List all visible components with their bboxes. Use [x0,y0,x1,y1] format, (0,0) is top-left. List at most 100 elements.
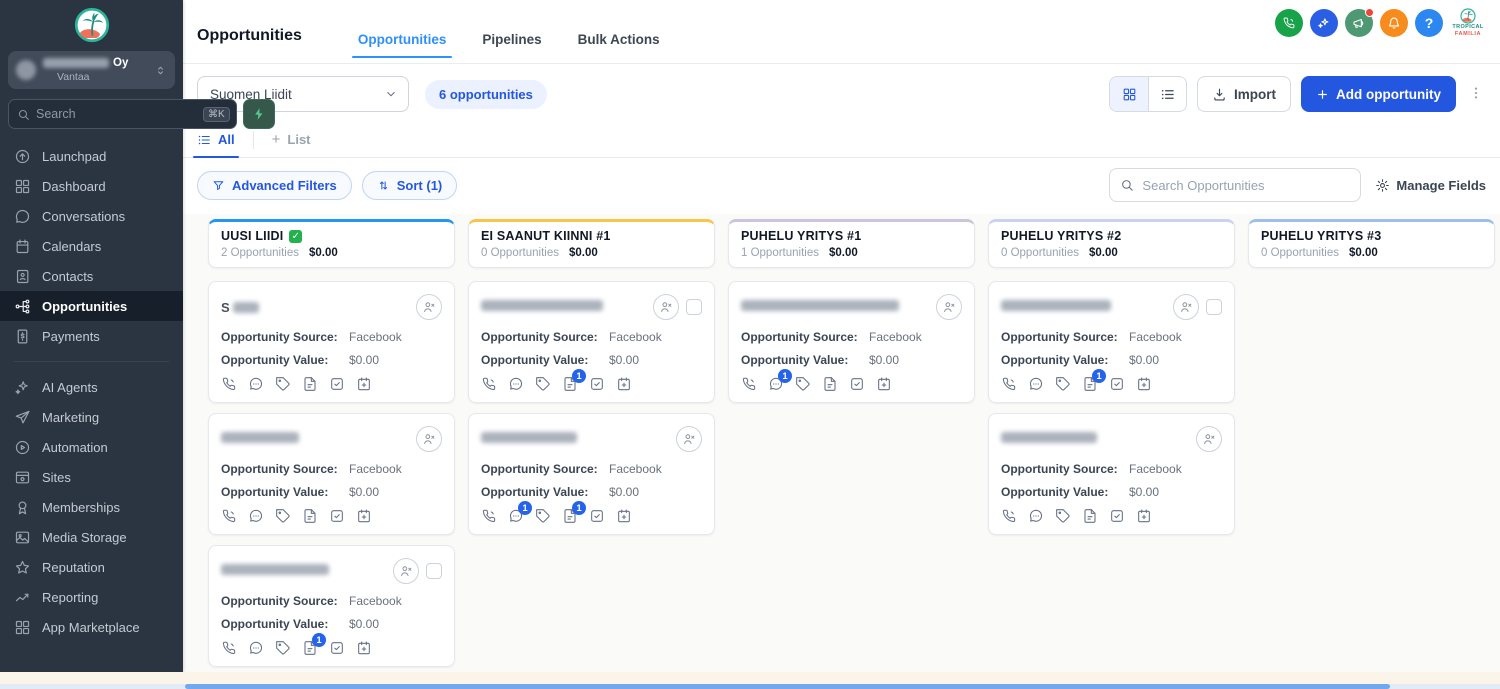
sidebar-item-conversations[interactable]: Conversations [0,201,183,231]
tag-icon[interactable] [1055,508,1071,524]
notes-icon[interactable]: 1 [562,508,578,524]
tag-icon[interactable] [1055,376,1071,392]
sidebar-item-opportunities[interactable]: Opportunities [0,291,183,321]
brand-logo[interactable]: TROPICAL FAMILIA [1450,8,1486,37]
chat-icon[interactable] [248,508,264,524]
add-opportunity-button[interactable]: Add opportunity [1301,76,1456,112]
sidebar-item-launchpad[interactable]: Launchpad [0,141,183,171]
sidebar-item-dashboard[interactable]: Dashboard [0,171,183,201]
unassigned-avatar-icon[interactable] [1196,426,1222,452]
call-icon[interactable] [221,376,237,392]
add-list-button[interactable]: + List [272,122,311,157]
card-checkbox[interactable] [426,563,442,579]
call-icon[interactable] [221,640,237,656]
sidebar-item-reputation[interactable]: Reputation [0,552,183,582]
sidebar-item-marketing[interactable]: Marketing [0,402,183,432]
call-icon[interactable] [221,508,237,524]
scrollbar-thumb[interactable] [185,684,1390,689]
opportunity-card[interactable]: Opportunity Source:Facebook Opportunity … [208,545,455,667]
sidebar-search[interactable]: ⌘K [8,99,237,129]
tasks-icon[interactable] [329,508,345,524]
help-button[interactable]: ? [1415,9,1443,37]
opportunity-card[interactable]: Opportunity Source:Facebook Opportunity … [988,281,1235,403]
unassigned-avatar-icon[interactable] [416,426,442,452]
chat-icon[interactable] [248,640,264,656]
notes-icon[interactable] [1082,508,1098,524]
horizontal-scrollbar[interactable] [0,684,1500,689]
chat-icon[interactable] [508,376,524,392]
unassigned-avatar-icon[interactable] [653,294,679,320]
sort-button[interactable]: Sort (1) [362,171,458,200]
notifications-button[interactable] [1380,9,1408,37]
quick-actions-button[interactable] [243,99,275,129]
tasks-icon[interactable] [849,376,865,392]
sidebar-item-contacts[interactable]: Contacts [0,261,183,291]
sidebar-search-input[interactable] [36,107,197,121]
tag-icon[interactable] [275,508,291,524]
opportunity-search-input[interactable] [1142,178,1350,193]
notes-icon[interactable] [302,508,318,524]
sidebar-item-memberships[interactable]: Memberships [0,492,183,522]
sidebar-item-sites[interactable]: Sites [0,462,183,492]
calendar-add-icon[interactable] [876,376,892,392]
ai-assistant-button[interactable] [1310,9,1338,37]
opportunity-card[interactable]: Opportunity Source:Facebook Opportunity … [468,413,715,535]
tab-opportunities[interactable]: Opportunities [358,32,447,63]
unassigned-avatar-icon[interactable] [1173,294,1199,320]
tasks-icon[interactable] [589,508,605,524]
unassigned-avatar-icon[interactable] [416,294,442,320]
notes-icon[interactable]: 1 [562,376,578,392]
sidebar-item-automation[interactable]: Automation [0,432,183,462]
agency-logo[interactable] [0,0,183,49]
calendar-add-icon[interactable] [356,508,372,524]
tag-icon[interactable] [535,376,551,392]
calendar-add-icon[interactable] [616,376,632,392]
opportunity-search[interactable] [1109,168,1361,202]
call-icon[interactable] [741,376,757,392]
card-checkbox[interactable] [1206,299,1222,315]
grid-view-button[interactable] [1110,77,1148,111]
advanced-filters-button[interactable]: Advanced Filters [197,171,352,200]
stage-header[interactable]: PUHELU YRITYS #3 0 Opportunities$0.00 [1248,219,1495,268]
stage-header[interactable]: PUHELU YRITYS #1 1 Opportunities$0.00 [728,219,975,268]
chat-icon[interactable] [1028,376,1044,392]
unassigned-avatar-icon[interactable] [393,558,419,584]
stage-header[interactable]: UUSI LIIDI✓ 2 Opportunities$0.00 [208,219,455,268]
sidebar-item-ai-agents[interactable]: AI Agents [0,372,183,402]
tasks-icon[interactable] [1109,508,1125,524]
opportunity-card[interactable]: Opportunity Source:Facebook Opportunity … [988,413,1235,535]
card-checkbox[interactable] [686,299,702,315]
notes-icon[interactable]: 1 [1082,376,1098,392]
more-options-button[interactable] [1466,83,1486,106]
unassigned-avatar-icon[interactable] [676,426,702,452]
tab-bulk-actions[interactable]: Bulk Actions [578,32,660,63]
stage-header[interactable]: EI SAANUT KIINNI #1 0 Opportunities$0.00 [468,219,715,268]
stage-header[interactable]: PUHELU YRITYS #2 0 Opportunities$0.00 [988,219,1235,268]
opportunity-card[interactable]: Opportunity Source:Facebook Opportunity … [468,281,715,403]
opportunity-count-badge[interactable]: 6 opportunities [425,80,547,109]
chat-icon[interactable]: 1 [768,376,784,392]
tasks-icon[interactable] [589,376,605,392]
sidebar-item-reporting[interactable]: Reporting [0,582,183,612]
tasks-icon[interactable] [329,376,345,392]
sidebar-item-payments[interactable]: Payments [0,321,183,351]
call-icon[interactable] [1001,376,1017,392]
import-button[interactable]: Import [1197,76,1291,112]
phone-button[interactable] [1275,9,1303,37]
notes-icon[interactable]: 1 [302,640,318,656]
call-icon[interactable] [481,376,497,392]
opportunity-card[interactable]: Opportunity Source:Facebook Opportunity … [208,413,455,535]
tag-icon[interactable] [275,640,291,656]
chat-icon[interactable] [248,376,264,392]
calendar-add-icon[interactable] [1136,508,1152,524]
unassigned-avatar-icon[interactable] [936,294,962,320]
opportunity-card[interactable]: S Opportunity Source:Facebook Opportunit… [208,281,455,403]
call-icon[interactable] [481,508,497,524]
list-view-button[interactable] [1148,77,1186,111]
tag-icon[interactable] [535,508,551,524]
tag-icon[interactable] [275,376,291,392]
sidebar-item-app-marketplace[interactable]: App Marketplace [0,612,183,642]
manage-fields-button[interactable]: Manage Fields [1375,178,1486,193]
tasks-icon[interactable] [1109,376,1125,392]
notes-icon[interactable] [822,376,838,392]
